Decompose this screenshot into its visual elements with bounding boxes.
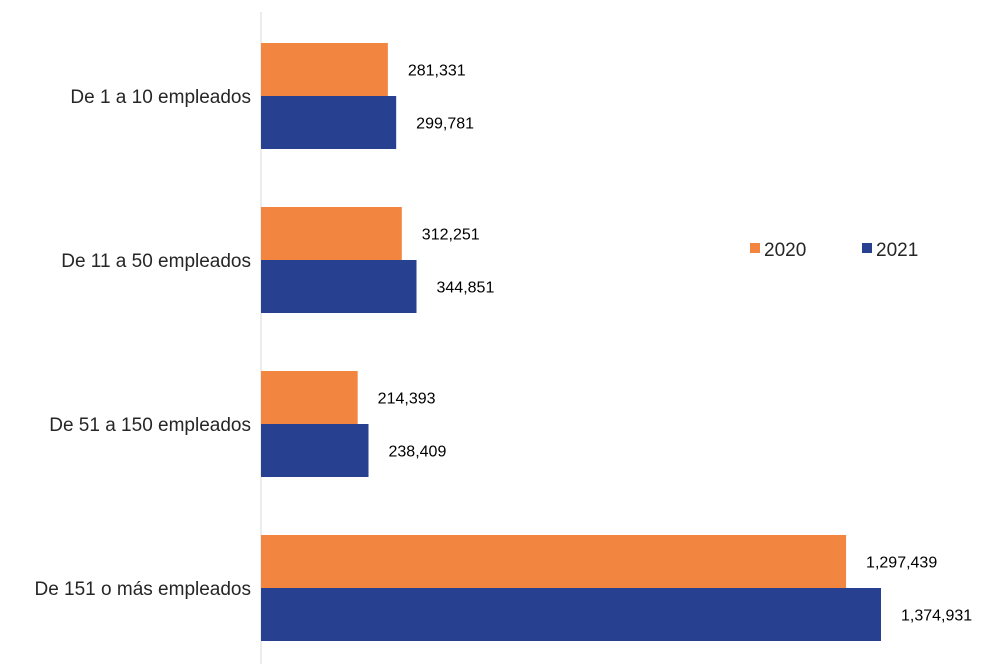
legend-label-2020: 2020 <box>764 240 806 261</box>
data-label-2020: 281,331 <box>408 63 466 80</box>
data-label-2021: 299,781 <box>416 116 474 133</box>
bar-2020 <box>261 43 388 96</box>
bar-2021 <box>261 260 417 313</box>
bar-2020 <box>261 371 358 424</box>
data-label-2021: 344,851 <box>437 280 495 297</box>
legend-swatch-2021 <box>862 243 872 253</box>
data-label-2021: 1,374,931 <box>901 608 972 625</box>
category-label: De 151 o más empleados <box>34 579 251 600</box>
legend-swatch-2020 <box>750 243 760 253</box>
bar-2021 <box>261 424 369 477</box>
category-label: De 11 a 50 empleados <box>61 251 251 272</box>
data-label-2020: 312,251 <box>422 227 480 244</box>
legend-label-2021: 2021 <box>876 240 918 261</box>
bar-2020 <box>261 535 847 588</box>
bar-2020 <box>261 207 402 260</box>
bar-2021 <box>261 588 881 641</box>
data-label-2020: 1,297,439 <box>866 555 937 572</box>
bar-2021 <box>261 96 397 149</box>
data-label-2021: 238,409 <box>389 444 447 461</box>
category-label: De 1 a 10 empleados <box>70 87 251 108</box>
data-label-2020: 214,393 <box>378 391 436 408</box>
category-label: De 51 a 150 empleados <box>49 415 251 436</box>
